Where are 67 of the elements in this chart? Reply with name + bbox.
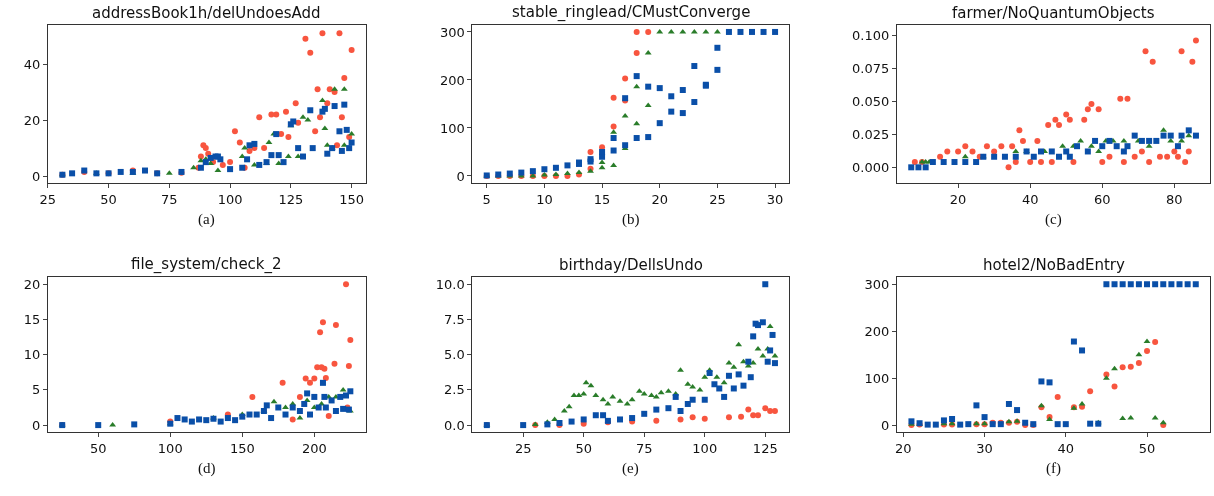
x-tick-label: 5 xyxy=(482,191,491,207)
x-tick-label: 100 xyxy=(692,440,718,456)
x-tick-label: 25 xyxy=(39,191,57,207)
y-tick-label: 0.000 xyxy=(852,159,890,175)
y-tick-label: 300 xyxy=(864,276,890,292)
y-tick-label: 5.0 xyxy=(444,347,465,363)
y-tick-label: 100 xyxy=(439,120,465,136)
y-tick-label: 100 xyxy=(864,370,890,386)
x-tick-label: 200 xyxy=(301,440,327,456)
text: (d) xyxy=(198,460,216,477)
x-tick-label: 50 xyxy=(89,440,107,456)
x-tick-label: 25 xyxy=(709,191,726,207)
y-tick-label: 0 xyxy=(880,417,890,433)
x-tick-label: 20 xyxy=(949,191,967,207)
chart-title: birthday/DellsUndo xyxy=(559,256,704,274)
x-tick-label: 75 xyxy=(635,440,653,456)
x-tick-label: 60 xyxy=(1093,191,1111,207)
x-tick-label: 125 xyxy=(278,191,304,207)
y-tick-label: 7.5 xyxy=(444,312,465,328)
chart-title: addressBook1h/delUndoesAdd xyxy=(92,4,321,22)
y-tick-label: 20 xyxy=(23,276,41,292)
text: (f) xyxy=(1046,460,1061,477)
x-tick-label: 100 xyxy=(157,440,183,456)
x-tick-label: 50 xyxy=(100,191,117,207)
x-tick-label: 40 xyxy=(1057,440,1075,456)
x-tick-label: 40 xyxy=(1021,191,1039,207)
text: (b) xyxy=(622,211,640,228)
y-tick-label: 15 xyxy=(23,312,41,328)
y-tick-label: 2.5 xyxy=(444,382,465,398)
y-tick-label: 0.050 xyxy=(852,93,890,109)
y-tick-label: 0 xyxy=(456,168,465,184)
x-tick-label: 100 xyxy=(217,191,243,207)
x-tick-label: 50 xyxy=(1138,440,1156,456)
x-tick-label: 10 xyxy=(536,191,553,207)
y-tick-label: 200 xyxy=(439,72,465,88)
y-tick-label: 40 xyxy=(23,56,41,72)
chart-title: hotel2/NoBadEntry xyxy=(983,256,1125,274)
y-tick-label: 0.025 xyxy=(852,126,890,142)
text: (a) xyxy=(198,211,215,228)
x-tick-label: 150 xyxy=(229,440,255,456)
y-tick-label: 20 xyxy=(23,112,41,128)
x-tick-label: 20 xyxy=(895,440,912,456)
y-tick-label: 5 xyxy=(31,382,41,398)
x-tick-label: 125 xyxy=(752,440,778,456)
y-tick-label: 300 xyxy=(439,24,465,40)
x-tick-label: 150 xyxy=(339,191,365,207)
text: (e) xyxy=(622,460,639,477)
y-tick-label: 0.0 xyxy=(444,417,465,433)
chart-title: farmer/NoQuantumObjects xyxy=(952,4,1155,22)
x-tick-label: 80 xyxy=(1166,191,1183,207)
x-tick-label: 50 xyxy=(575,440,592,456)
y-tick-label: 10.0 xyxy=(435,276,465,292)
y-tick-label: 10 xyxy=(23,347,41,363)
x-tick-label: 75 xyxy=(161,191,178,207)
y-tick-label: 0 xyxy=(31,168,41,184)
x-tick-label: 30 xyxy=(766,191,784,207)
y-tick-label: 0.100 xyxy=(852,27,890,43)
y-tick-label: 0.075 xyxy=(852,60,890,76)
chart-title: stable_ringlead/CMustConverge xyxy=(512,3,751,22)
x-tick-label: 30 xyxy=(976,440,993,456)
y-tick-label: 200 xyxy=(864,323,890,339)
x-tick-label: 15 xyxy=(593,191,611,207)
x-tick-label: 25 xyxy=(514,440,532,456)
chart-title: file_system/check_2 xyxy=(131,255,282,274)
y-tick-label: 0 xyxy=(31,417,41,433)
x-tick-label: 20 xyxy=(651,191,668,207)
text: (c) xyxy=(1045,211,1062,228)
